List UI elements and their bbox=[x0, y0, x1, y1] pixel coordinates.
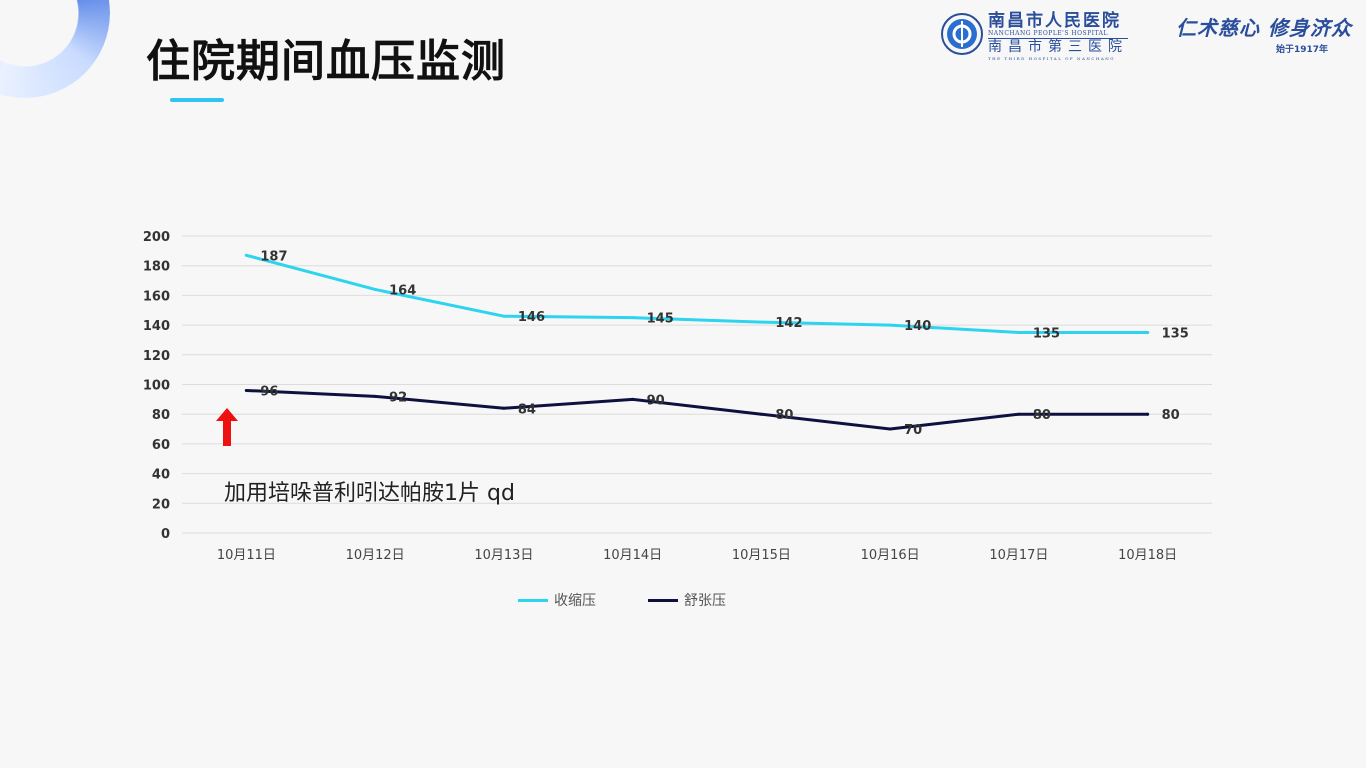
data-point-diastolic bbox=[888, 427, 892, 431]
title-underline bbox=[170, 98, 224, 102]
data-point-diastolic bbox=[244, 388, 248, 392]
legend-label-systolic: 收缩压 bbox=[554, 593, 596, 609]
data-point-diastolic bbox=[373, 394, 377, 398]
data-point-systolic bbox=[1146, 331, 1150, 335]
hospital-alt-name: 南昌市第三医院 bbox=[988, 39, 1128, 55]
hospital-since: 始于1917年 bbox=[1276, 45, 1329, 55]
legend-item-systolic: 收缩压 bbox=[518, 590, 596, 610]
legend-swatch-systolic bbox=[518, 598, 548, 602]
data-point-systolic bbox=[502, 314, 506, 318]
data-label-systolic: 135 bbox=[1033, 327, 1060, 342]
data-label-diastolic: 80 bbox=[1162, 408, 1180, 423]
legend-item-diastolic: 舒张压 bbox=[648, 590, 726, 610]
hospital-alt-name-en: THE THIRD HOSPITAL OF NANCHANG bbox=[988, 56, 1115, 61]
data-label-diastolic: 90 bbox=[647, 393, 665, 408]
data-label-systolic: 140 bbox=[904, 319, 931, 334]
y-tick-label: 200 bbox=[143, 230, 170, 245]
x-tick-label: 10月12日 bbox=[346, 548, 405, 563]
y-tick-label: 20 bbox=[152, 497, 170, 512]
x-tick-label: 10月18日 bbox=[1118, 548, 1177, 563]
hospital-logo-icon bbox=[941, 13, 983, 55]
hospital-name-en: NANCHANG PEOPLE'S HOSPITAL bbox=[988, 30, 1128, 39]
legend-swatch-diastolic bbox=[648, 598, 678, 602]
legend-label-diastolic: 舒张压 bbox=[684, 593, 726, 609]
y-tick-label: 80 bbox=[152, 408, 170, 423]
data-label-systolic: 164 bbox=[389, 283, 416, 298]
data-point-systolic bbox=[1017, 331, 1021, 335]
data-point-diastolic bbox=[1017, 412, 1021, 416]
hospital-name: 南昌市人民医院 bbox=[988, 11, 1121, 31]
y-tick-label: 40 bbox=[152, 468, 170, 483]
hospital-name-block: 南昌市人民医院 NANCHANG PEOPLE'S HOSPITAL 南昌市第三… bbox=[988, 12, 1128, 62]
chart-annotation: 加用培哚普利吲达帕胺1片 qd bbox=[224, 481, 515, 506]
hospital-motto: 仁术慈心 修身济众 bbox=[1176, 16, 1352, 40]
data-label-systolic: 142 bbox=[775, 316, 802, 331]
data-point-systolic bbox=[888, 323, 892, 327]
data-label-diastolic: 80 bbox=[1033, 408, 1051, 423]
y-tick-label: 180 bbox=[143, 260, 170, 275]
y-tick-label: 160 bbox=[143, 289, 170, 304]
x-tick-label: 10月17日 bbox=[989, 548, 1048, 563]
series-line-systolic bbox=[244, 253, 1150, 335]
data-label-systolic: 135 bbox=[1162, 327, 1189, 342]
x-tick-label: 10月16日 bbox=[861, 548, 920, 563]
data-point-diastolic bbox=[502, 406, 506, 410]
y-tick-label: 100 bbox=[143, 379, 170, 394]
series-line-diastolic bbox=[244, 388, 1150, 431]
data-point-systolic bbox=[244, 253, 248, 257]
data-point-diastolic bbox=[759, 412, 763, 416]
data-point-systolic bbox=[631, 316, 635, 320]
y-tick-label: 60 bbox=[152, 438, 170, 453]
data-point-diastolic bbox=[1146, 412, 1150, 416]
data-label-systolic: 145 bbox=[647, 312, 674, 327]
arrow-up-icon bbox=[216, 408, 238, 446]
y-tick-label: 120 bbox=[143, 349, 170, 364]
x-tick-label: 10月13日 bbox=[474, 548, 533, 563]
data-label-systolic: 187 bbox=[260, 249, 287, 264]
data-label-diastolic: 70 bbox=[904, 423, 922, 438]
data-point-systolic bbox=[759, 320, 763, 324]
x-tick-label: 10月11日 bbox=[217, 548, 276, 563]
chart-legend: 收缩压 舒张压 bbox=[518, 590, 726, 610]
data-label-diastolic: 96 bbox=[260, 384, 278, 399]
data-label-diastolic: 92 bbox=[389, 390, 407, 405]
data-point-diastolic bbox=[631, 397, 635, 401]
data-label-diastolic: 84 bbox=[518, 402, 536, 417]
y-tick-label: 140 bbox=[143, 319, 170, 334]
data-label-diastolic: 80 bbox=[775, 408, 793, 423]
x-tick-label: 10月15日 bbox=[732, 548, 791, 563]
data-label-systolic: 146 bbox=[518, 310, 545, 325]
data-point-systolic bbox=[373, 287, 377, 291]
page-title: 住院期间血压监测 bbox=[146, 36, 506, 87]
x-tick-label: 10月14日 bbox=[603, 548, 662, 563]
y-tick-label: 0 bbox=[161, 527, 170, 542]
